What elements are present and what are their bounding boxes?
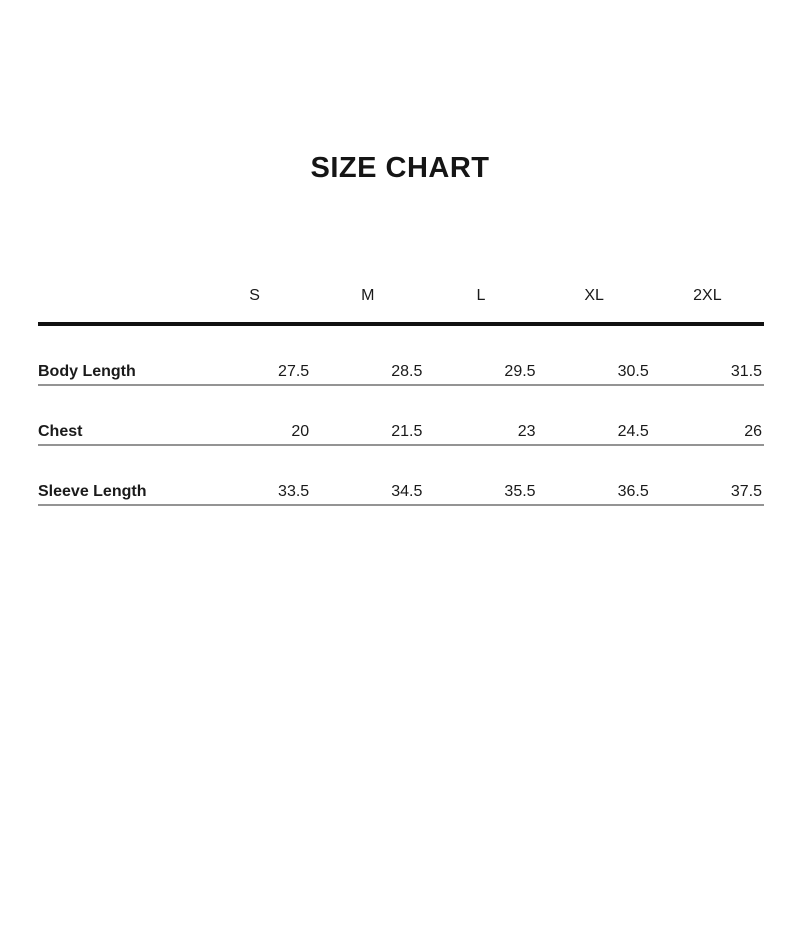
header-cell-m: M [311, 286, 425, 326]
cell-sleeve-length-l: 35.5 [424, 445, 538, 506]
cell-body-length-m: 28.5 [311, 324, 425, 386]
header-row: S M L XL 2XL [38, 286, 764, 326]
cell-chest-s: 20 [198, 385, 312, 446]
header-cell-empty [38, 286, 198, 326]
cell-chest-m: 21.5 [311, 385, 425, 446]
cell-body-length-2xl: 31.5 [650, 324, 764, 386]
cell-chest-xl: 24.5 [537, 385, 651, 446]
header-cell-xl: XL [537, 286, 651, 326]
cell-sleeve-length-s: 33.5 [198, 445, 312, 506]
row-label-sleeve-length: Sleeve Length [38, 445, 198, 506]
table-row-chest: Chest 20 21.5 23 24.5 26 [38, 385, 764, 446]
size-chart-table: S M L XL 2XL Body Length 27.5 28.5 29.5 … [38, 286, 764, 506]
cell-body-length-s: 27.5 [198, 324, 312, 386]
cell-sleeve-length-m: 34.5 [311, 445, 425, 506]
cell-chest-2xl: 26 [650, 385, 764, 446]
row-label-body-length: Body Length [38, 324, 198, 386]
table-row-sleeve-length: Sleeve Length 33.5 34.5 35.5 36.5 37.5 [38, 445, 764, 506]
cell-sleeve-length-xl: 36.5 [537, 445, 651, 506]
page-title: SIZE CHART [310, 152, 490, 184]
row-label-chest: Chest [38, 385, 198, 446]
size-chart-page: SIZE CHART S M L XL 2XL Body Length 27.5 [0, 150, 800, 950]
header-cell-l: L [424, 286, 538, 326]
cell-chest-l: 23 [424, 385, 538, 446]
header-cell-s: S [198, 286, 312, 326]
cell-sleeve-length-2xl: 37.5 [650, 445, 764, 506]
cell-body-length-xl: 30.5 [537, 324, 651, 386]
cell-body-length-l: 29.5 [424, 324, 538, 386]
header-cell-2xl: 2XL [650, 286, 764, 326]
table-row-body-length: Body Length 27.5 28.5 29.5 30.5 31.5 [38, 324, 764, 386]
